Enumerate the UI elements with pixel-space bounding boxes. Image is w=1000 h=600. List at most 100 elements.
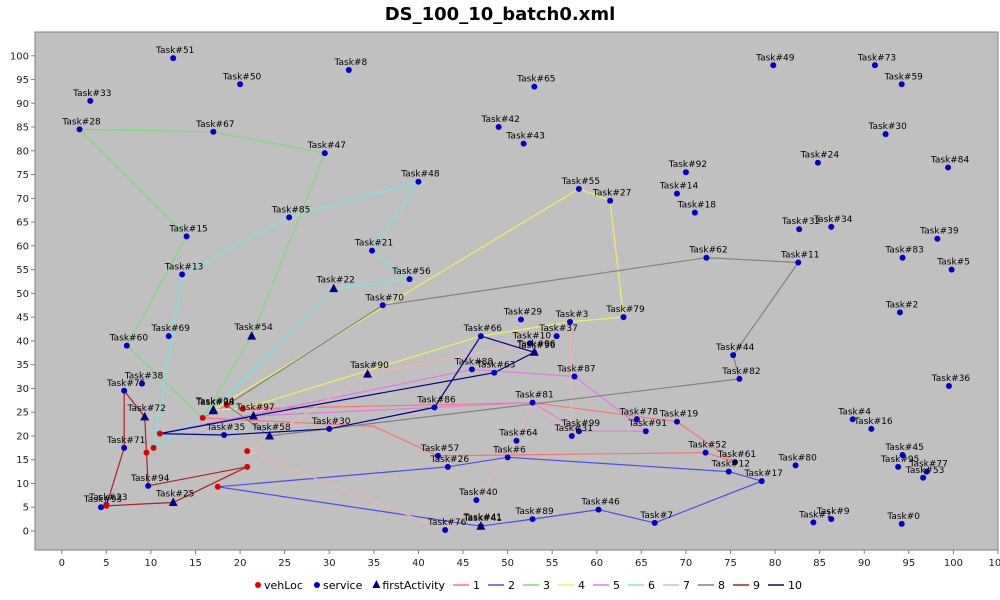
service-label: Task#24 [800, 151, 840, 161]
y-tick-label: 50 [16, 289, 29, 300]
x-tick-label: 85 [813, 558, 826, 569]
y-tick-label: 15 [16, 455, 29, 466]
service-label: Task#75 [106, 379, 145, 389]
x-tick-label: 95 [902, 558, 915, 569]
x-tick-label: 15 [189, 558, 202, 569]
service-label: Task#2 [885, 300, 919, 310]
service-label: Task#78 [619, 407, 659, 417]
service-label: Task#82 [721, 367, 760, 377]
service-label: Task#12 [711, 460, 750, 470]
vehicle-location-point [244, 448, 251, 455]
first-activity-point [265, 430, 275, 440]
service-label: Task#62 [688, 246, 727, 256]
service-label: Task#36 [931, 374, 971, 384]
first-activity-point [248, 410, 258, 420]
x-tick-label: 30 [323, 558, 336, 569]
y-tick-label: 45 [16, 313, 29, 324]
service-label: Task#8 [334, 58, 368, 68]
chart-title: DS_100_10_batch0.xml [385, 4, 616, 25]
service-label: Task#71 [106, 436, 145, 446]
service-point [651, 519, 658, 526]
service-label: Task#34 [813, 215, 853, 225]
x-tick-label: 10 [145, 558, 158, 569]
service-point [567, 318, 573, 325]
service-label: Task#61 [717, 450, 756, 460]
service-label: Task#84 [930, 155, 970, 165]
service-label: Task#50 [222, 72, 262, 82]
service-label: Task#33 [72, 89, 111, 99]
service-point [531, 83, 538, 90]
first-activity-point [529, 347, 539, 356]
service-point [123, 342, 130, 349]
service-label: Task#38 [124, 372, 164, 382]
service-point [571, 373, 578, 380]
first-activity-point [208, 405, 218, 415]
service-label: Task#5 [936, 258, 970, 268]
vehicle-location-point [239, 405, 246, 412]
service-point [849, 416, 856, 423]
service-point [415, 178, 422, 185]
first-activity-point [363, 369, 373, 378]
service-point [495, 124, 502, 131]
points-layer [76, 55, 955, 534]
first-activity-label: Task#25 [155, 489, 194, 499]
service-point [326, 425, 333, 432]
y-tick-label: 90 [16, 99, 29, 110]
x-tick-label: 75 [724, 558, 737, 569]
service-point [948, 266, 955, 273]
service-label: Task#89 [514, 507, 554, 517]
x-tick-label: 40 [412, 558, 425, 569]
first-activity-label: Task#41 [463, 513, 502, 523]
service-point [97, 504, 104, 511]
service-point [121, 387, 128, 394]
legend-label: vehLoc [264, 579, 303, 592]
service-point [165, 333, 172, 340]
service-label: Task#51 [155, 46, 194, 56]
service-label: Task#95 [880, 455, 919, 465]
service-label: Task#45 [884, 443, 923, 453]
service-label: Task#7 [639, 511, 673, 521]
service-label: Task#17 [743, 469, 782, 479]
service-point [491, 369, 498, 376]
y-tick-label: 40 [16, 336, 29, 347]
first-activity-label: Task#90 [349, 361, 389, 371]
y-tick-label: 85 [16, 123, 29, 134]
y-tick-label: 60 [16, 241, 29, 252]
y-axis: 0 5 10 15 20 25 30 35 40 45 50 55 60 65 70 75 80 85 90 95 10… [10, 32, 36, 550]
service-point [473, 497, 480, 504]
service-point [620, 314, 627, 321]
service-point [736, 375, 743, 382]
service-label: Task#16 [853, 417, 893, 427]
service-label: Task#28 [61, 117, 101, 127]
service-point [896, 309, 903, 316]
first-activity-label: Task#24 [195, 397, 235, 407]
x-tick-label: 105 [988, 558, 1000, 569]
service-point [828, 223, 835, 230]
service-point [642, 428, 649, 435]
labels-layer: Task#51 Task#8 Task#50 Task#33 Task#28 Task#6… [61, 46, 970, 528]
service-point [210, 128, 217, 135]
x-tick-label: 35 [367, 558, 380, 569]
service-label: Task#99 [561, 419, 601, 429]
x-tick-label: 70 [680, 558, 693, 569]
service-label: Task#60 [109, 334, 149, 344]
service-point [575, 428, 582, 435]
service-label: Task#65 [516, 75, 555, 85]
service-point [814, 159, 821, 166]
y-tick-label: 10 [16, 479, 29, 490]
y-tick-label: 5 [23, 503, 29, 514]
service-label: Task#4 [837, 407, 871, 417]
service-point [810, 519, 817, 526]
service-point [607, 197, 614, 204]
service-label: Task#15 [168, 224, 207, 234]
plot-area [34, 31, 999, 551]
service-label: Task#59 [883, 72, 923, 82]
y-tick-label: 70 [16, 194, 29, 205]
service-point [442, 527, 449, 534]
service-point [568, 432, 575, 439]
service-label: Task#42 [480, 115, 519, 125]
service-point [444, 463, 451, 470]
y-tick-label: 80 [16, 146, 29, 157]
route-3-line [78, 128, 326, 419]
vehicle-location-point [150, 444, 157, 451]
